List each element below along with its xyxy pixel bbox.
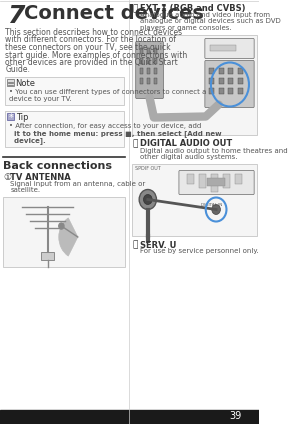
Bar	[7, 79, 14, 86]
Text: DIGITAL AUDIO OUT: DIGITAL AUDIO OUT	[140, 139, 232, 148]
Text: SERV. U: SERV. U	[140, 240, 176, 249]
Text: Tip: Tip	[16, 113, 28, 122]
Text: other digital audio systems.: other digital audio systems.	[140, 154, 238, 160]
Text: it to the home menu: press ■, then select [Add new: it to the home menu: press ■, then selec…	[9, 130, 221, 137]
Text: analogue or digital devices such as DVD: analogue or digital devices such as DVD	[140, 19, 281, 25]
Bar	[147, 47, 150, 53]
Text: ⓑ: ⓑ	[132, 4, 138, 13]
Text: *: *	[9, 114, 14, 123]
Bar	[228, 67, 233, 73]
Bar	[154, 47, 157, 53]
Bar	[209, 67, 214, 73]
Bar	[228, 78, 233, 84]
Bar	[219, 67, 224, 73]
Text: TV ANTENNA: TV ANTENNA	[11, 173, 71, 182]
Text: This section describes how to connect devices: This section describes how to connect de…	[5, 28, 182, 37]
Bar	[7, 113, 14, 120]
Bar	[147, 58, 150, 64]
Text: For use by service personnel only.: For use by service personnel only.	[140, 248, 259, 254]
Text: Analogue audio and video input from: Analogue audio and video input from	[140, 12, 270, 18]
Bar	[238, 87, 243, 94]
Bar	[210, 45, 236, 50]
Text: • After connection, for easy access to your device, add: • After connection, for easy access to y…	[9, 123, 201, 129]
Bar	[219, 87, 224, 94]
Bar	[140, 78, 143, 84]
Bar	[209, 87, 214, 94]
Bar	[140, 67, 143, 73]
FancyBboxPatch shape	[136, 42, 164, 98]
Text: SPDIF OUT: SPDIF OUT	[135, 165, 161, 170]
Bar	[208, 178, 225, 186]
Bar	[238, 78, 243, 84]
Text: 39: 39	[230, 411, 242, 421]
Text: ①: ①	[4, 173, 12, 182]
Text: Digital audio output to home theatres and: Digital audio output to home theatres an…	[140, 148, 288, 153]
Text: Back connections: Back connections	[4, 161, 112, 171]
Text: players or game consoles.: players or game consoles.	[140, 25, 232, 31]
Text: Guide.: Guide.	[5, 65, 30, 75]
Text: other devices are provided in the Quick Start: other devices are provided in the Quick …	[5, 58, 178, 67]
Circle shape	[143, 195, 152, 204]
Bar	[147, 67, 150, 73]
Bar	[238, 67, 243, 73]
Bar	[235, 173, 242, 184]
Bar	[140, 47, 143, 53]
Bar	[223, 173, 230, 187]
Bar	[41, 252, 54, 260]
Text: EXT 1 (RGB and CVBS): EXT 1 (RGB and CVBS)	[140, 4, 245, 13]
Text: device].: device].	[9, 137, 45, 144]
Text: 7: 7	[7, 4, 24, 28]
Text: ⓒ: ⓒ	[132, 139, 138, 148]
Circle shape	[212, 204, 220, 215]
Bar	[154, 58, 157, 64]
FancyBboxPatch shape	[205, 39, 254, 59]
FancyBboxPatch shape	[179, 170, 254, 195]
Bar	[132, 34, 257, 134]
Bar	[140, 58, 143, 64]
Bar	[0, 410, 259, 424]
Wedge shape	[59, 218, 78, 256]
Bar	[211, 173, 218, 192]
Bar	[187, 173, 194, 184]
Text: with different connectors. For the location of: with different connectors. For the locat…	[5, 36, 176, 45]
Text: • You can use different types of connectors to connect a
device to your TV.: • You can use different types of connect…	[9, 89, 206, 102]
Bar	[219, 78, 224, 84]
Text: DIGITAL IN: DIGITAL IN	[201, 204, 223, 207]
Bar	[154, 67, 157, 73]
Bar	[154, 78, 157, 84]
Bar	[0, 0, 259, 22]
Bar	[199, 173, 206, 187]
Bar	[5, 77, 124, 105]
Text: Note: Note	[16, 79, 36, 88]
Text: these connectors on your TV, see the quick: these connectors on your TV, see the qui…	[5, 43, 171, 52]
Circle shape	[139, 190, 157, 209]
Bar	[209, 78, 214, 84]
Bar	[228, 87, 233, 94]
Text: ⓓ: ⓓ	[132, 240, 138, 249]
Text: Connect devices: Connect devices	[24, 4, 204, 23]
Bar	[5, 111, 124, 147]
Text: start guide. More examples of connections with: start guide. More examples of connection…	[5, 50, 188, 59]
FancyBboxPatch shape	[205, 61, 254, 108]
Text: satellite.: satellite.	[11, 187, 40, 193]
Circle shape	[59, 223, 64, 229]
Bar	[147, 78, 150, 84]
Bar	[4, 197, 125, 267]
Bar	[132, 164, 257, 235]
Text: Signal input from an antenna, cable or: Signal input from an antenna, cable or	[11, 181, 146, 187]
